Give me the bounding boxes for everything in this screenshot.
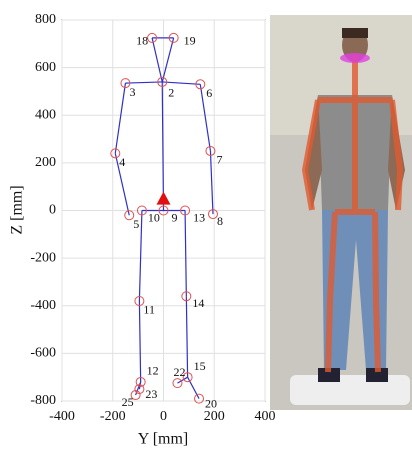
y-tick-label: 0 xyxy=(49,203,56,218)
joint-label: 3 xyxy=(129,85,135,99)
bone xyxy=(152,38,162,82)
bone xyxy=(115,83,125,153)
figure: Y [mm] Z [mm] -400-2000200400-800-600-40… xyxy=(0,0,412,451)
y-tick-label: 600 xyxy=(35,60,56,75)
x-tick-label: -200 xyxy=(100,409,126,424)
scale-board xyxy=(290,375,410,405)
joint-label: 18 xyxy=(136,34,148,48)
origin-marker xyxy=(157,192,171,205)
bone xyxy=(139,301,140,382)
y-tick-label: -800 xyxy=(30,393,56,408)
y-tick-label: -400 xyxy=(30,298,56,313)
joint-label: 12 xyxy=(147,364,159,378)
bone xyxy=(210,151,213,214)
joint-label: 7 xyxy=(216,153,222,167)
x-tick-label: 400 xyxy=(255,409,276,424)
bone xyxy=(188,377,199,398)
bone xyxy=(125,82,162,83)
joint-label: 13 xyxy=(193,210,205,224)
joint-label: 9 xyxy=(172,210,178,224)
joint-label: 11 xyxy=(143,303,155,317)
joint-label: 19 xyxy=(184,34,196,48)
bone xyxy=(185,211,186,297)
joint-label: 14 xyxy=(192,296,204,310)
joint-label: 5 xyxy=(133,217,139,231)
joint-label: 20 xyxy=(205,396,217,410)
joint-label: 2 xyxy=(168,86,174,100)
joint-label: 8 xyxy=(217,214,223,228)
y-tick-label: -200 xyxy=(30,250,56,265)
photo xyxy=(270,15,412,410)
overlay-head xyxy=(340,53,370,63)
joint-label: 22 xyxy=(173,365,185,379)
joint-label: 4 xyxy=(119,155,125,169)
hair xyxy=(342,28,368,38)
bone xyxy=(162,82,200,84)
joint-label: 23 xyxy=(145,387,157,401)
y-axis-label: Z [mm] xyxy=(9,185,26,234)
y-tick-label: 800 xyxy=(35,12,56,27)
joint-label: 10 xyxy=(148,210,160,224)
y-tick-label: 400 xyxy=(35,107,56,122)
joint-label: 25 xyxy=(122,395,134,409)
bone xyxy=(139,211,142,301)
x-tick-label: 0 xyxy=(160,409,167,424)
joint-label: 15 xyxy=(194,359,206,373)
x-axis-label: Y [mm] xyxy=(138,431,189,448)
bone xyxy=(186,296,187,377)
joint-label: 6 xyxy=(206,86,212,100)
y-tick-label: -600 xyxy=(30,346,56,361)
x-tick-label: -400 xyxy=(49,409,75,424)
x-tick-label: 200 xyxy=(204,409,225,424)
y-tick-label: 200 xyxy=(35,155,56,170)
